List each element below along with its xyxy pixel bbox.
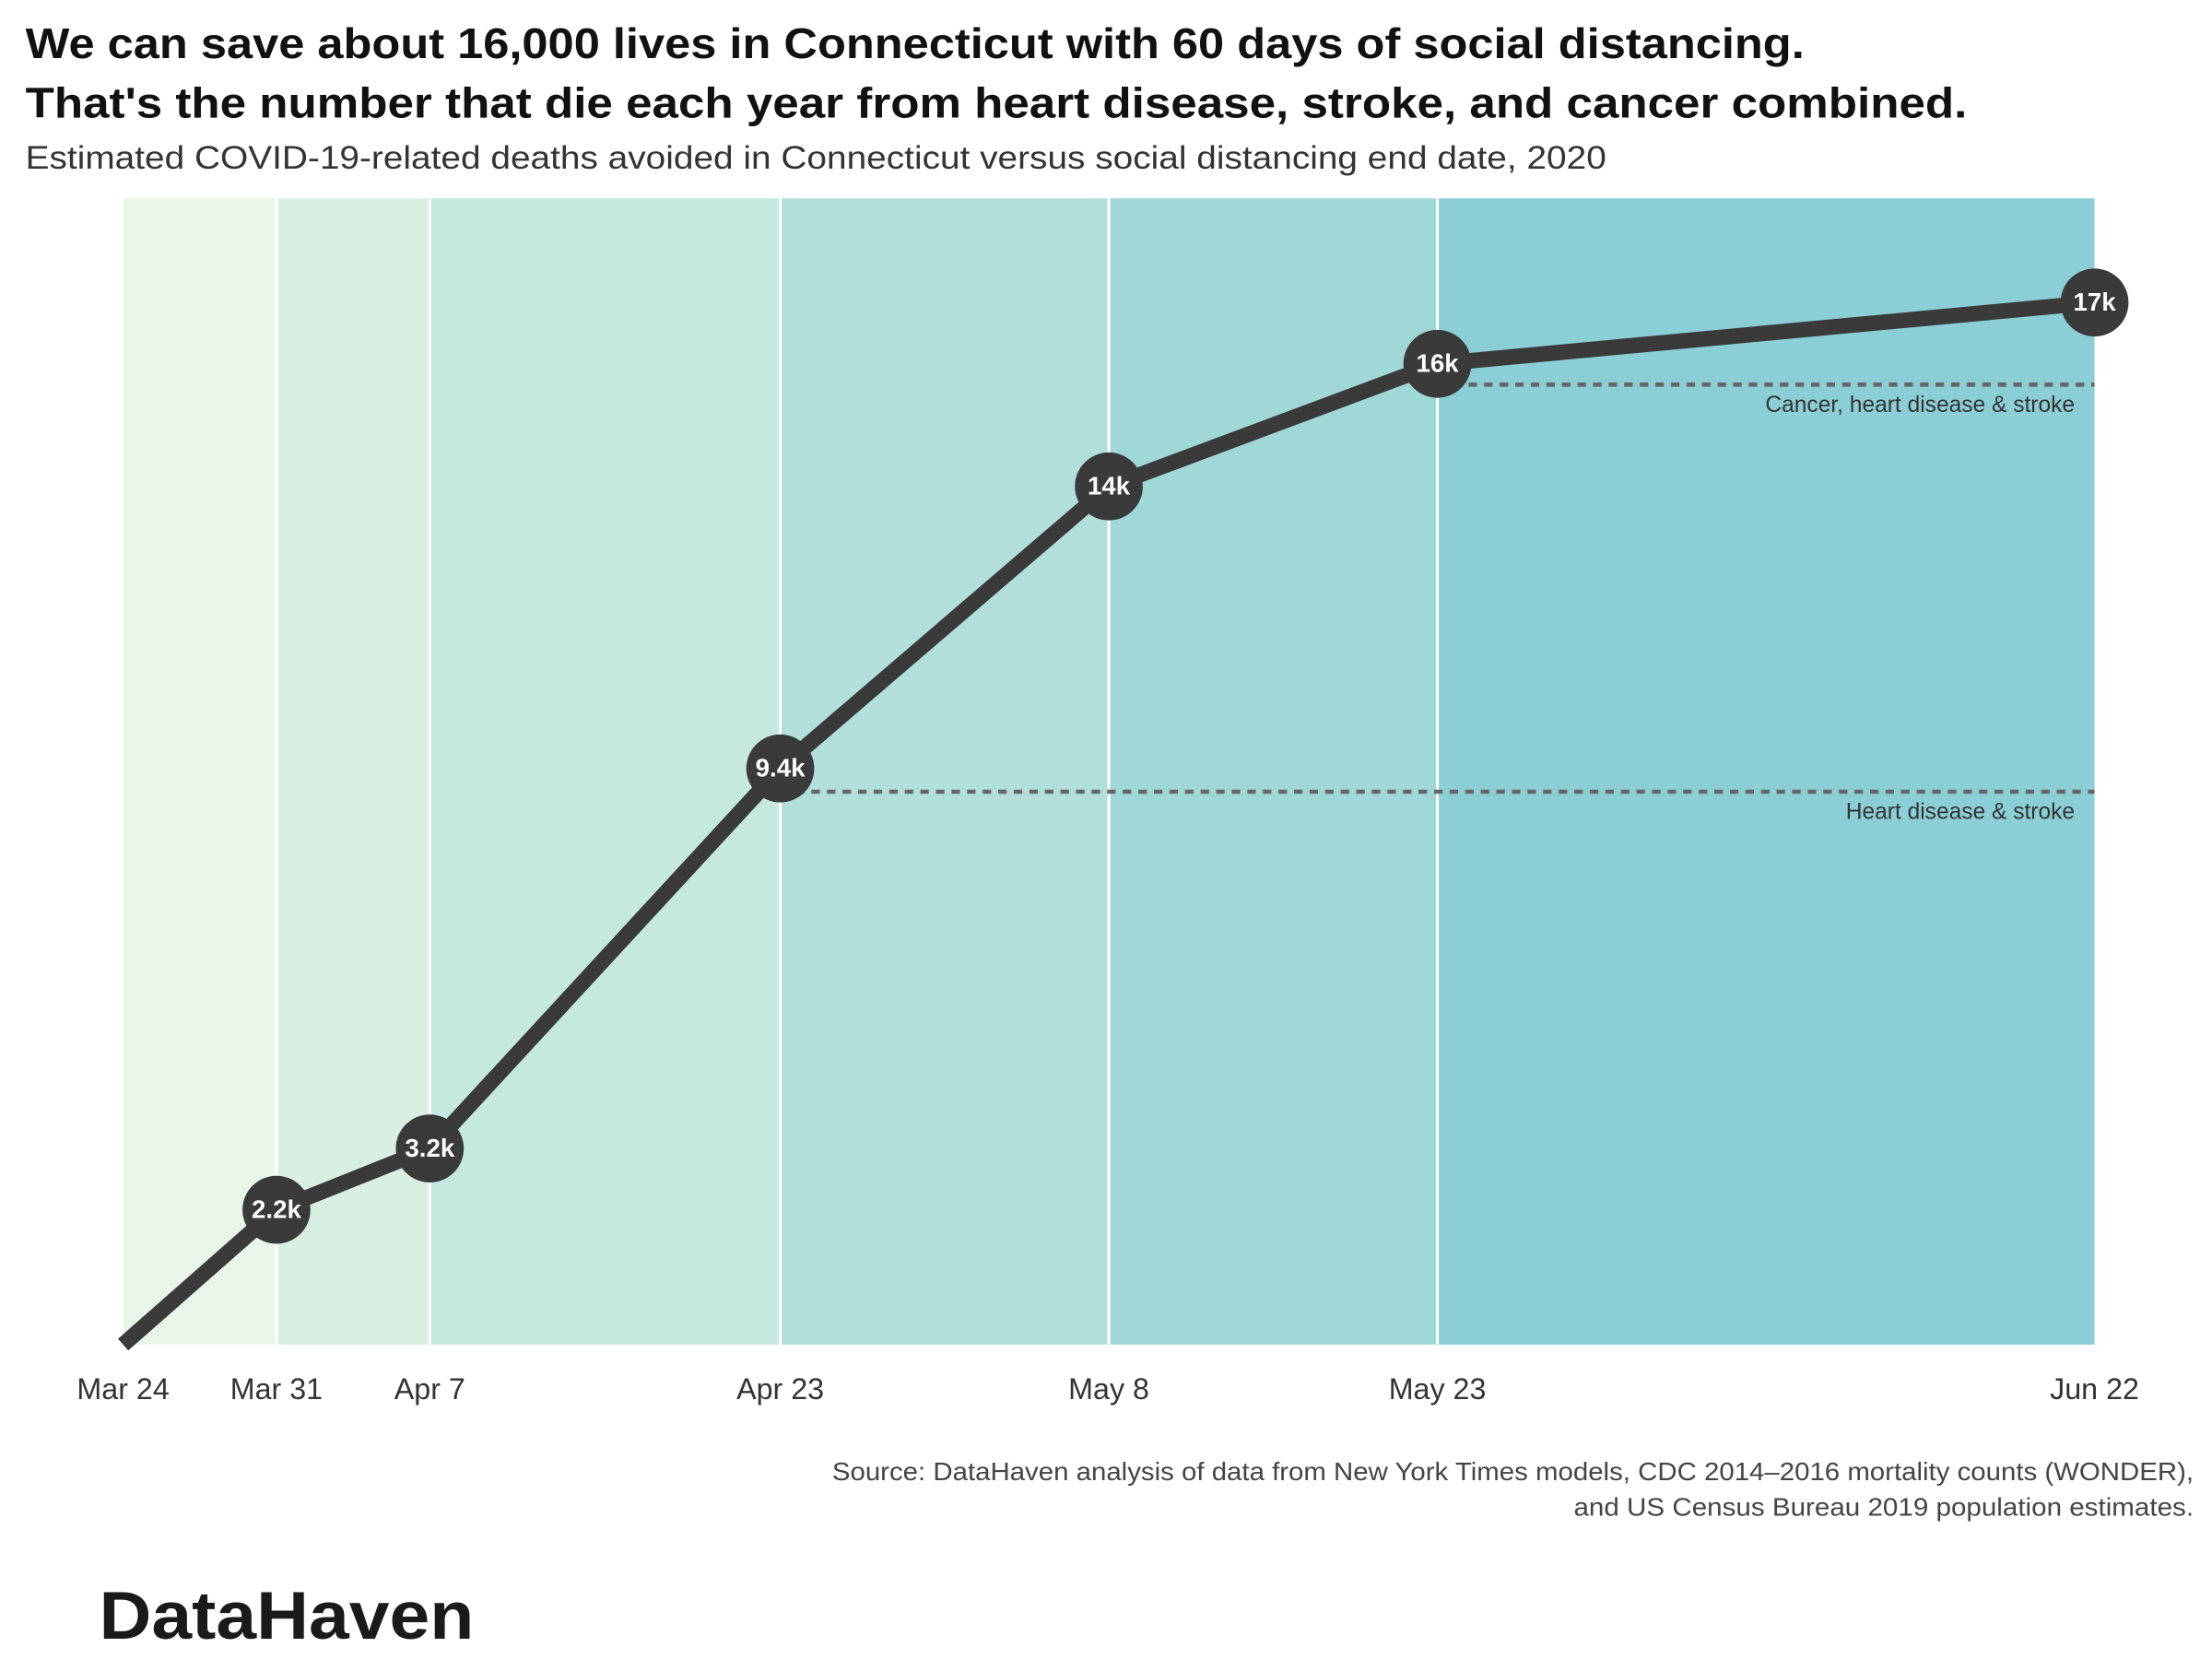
x-tick-label: May 23 bbox=[1389, 1372, 1487, 1406]
reference-label: Cancer, heart disease & stroke bbox=[1765, 393, 2075, 418]
chart-title: That's the number that die each year fro… bbox=[26, 79, 1968, 127]
chart-subtitle: Estimated COVID-19-related deaths avoide… bbox=[26, 140, 1606, 176]
data-point bbox=[1075, 452, 1143, 521]
source-note: Source: DataHaven analysis of data from … bbox=[832, 1457, 2194, 1486]
x-tick-label: Mar 24 bbox=[76, 1372, 169, 1406]
reference-label: Heart disease & stroke bbox=[1846, 800, 2075, 825]
data-point bbox=[2060, 268, 2129, 337]
x-tick-label: Apr 7 bbox=[394, 1372, 465, 1406]
x-tick-label: May 8 bbox=[1068, 1372, 1149, 1406]
band bbox=[1437, 198, 2095, 1345]
data-label: 2.2k bbox=[252, 1194, 301, 1223]
data-label: 17k bbox=[2074, 288, 2117, 316]
data-label: 16k bbox=[1417, 349, 1460, 378]
data-label: 9.4k bbox=[756, 754, 806, 782]
data-label: 3.2k bbox=[405, 1134, 454, 1162]
chart-title: We can save about 16,000 lives in Connec… bbox=[26, 19, 1805, 67]
band bbox=[123, 198, 276, 1345]
x-tick-label: Mar 31 bbox=[230, 1372, 323, 1406]
data-label: 14k bbox=[1088, 472, 1131, 500]
x-tick-label: Apr 23 bbox=[736, 1372, 824, 1406]
data-point bbox=[746, 734, 815, 803]
data-point bbox=[395, 1114, 465, 1182]
data-point bbox=[1403, 329, 1472, 398]
band bbox=[1109, 198, 1438, 1345]
data-point bbox=[242, 1175, 311, 1244]
logo: DataHaven bbox=[99, 1577, 474, 1653]
band bbox=[780, 198, 1110, 1345]
x-tick-label: Jun 22 bbox=[2050, 1372, 2139, 1406]
source-note: and US Census Bureau 2019 population est… bbox=[1573, 1492, 2194, 1521]
band bbox=[429, 198, 781, 1345]
